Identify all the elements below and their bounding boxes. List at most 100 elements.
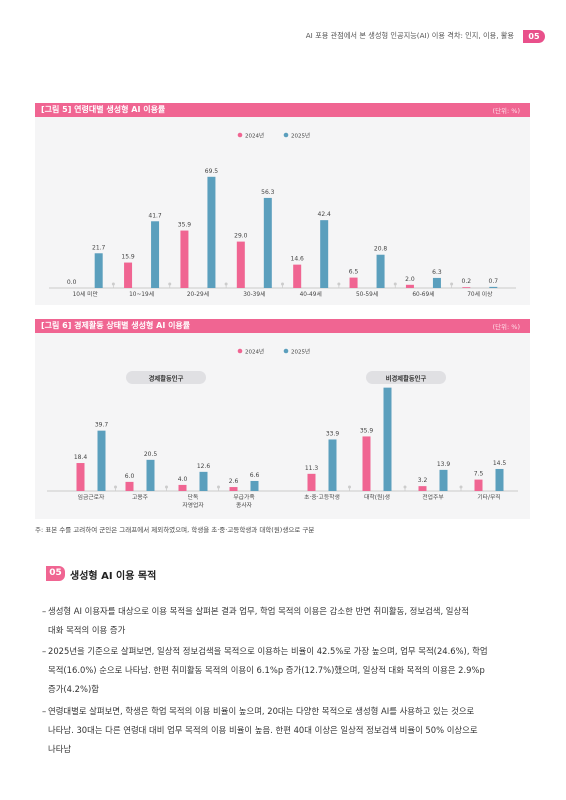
paragraph-3-line-1: 연령대별로 살펴보면, 학생은 학업 목적의 이용 비율이 높으며, 20대는 … <box>48 706 475 716</box>
data-label-2025-1: 41.7 <box>148 212 162 219</box>
bar-2025-5 <box>376 254 385 288</box>
data-label-2024-0: 0.0 <box>67 279 77 286</box>
separator-dot-3 <box>281 282 284 286</box>
tick-label-5: 50-59세 <box>356 290 378 298</box>
group-label-left: 경제활동인구 <box>149 373 184 382</box>
separator-dot-1 <box>168 282 172 286</box>
tick-label-2-0: 단독 <box>188 493 199 501</box>
bar-2025-2 <box>207 176 216 288</box>
group-label-right: 비경제활동인구 <box>386 373 427 382</box>
data-label-2024-3: 29.0 <box>234 233 248 240</box>
bar-2025-4 <box>320 220 329 288</box>
separator-dot-2 <box>224 282 228 286</box>
data-label-2025-5: 20.8 <box>374 246 388 253</box>
tick-label-1: 10~19세 <box>129 290 154 298</box>
bar-2025-3 <box>250 480 259 491</box>
legend-swatch-1 <box>283 348 289 354</box>
paragraph-2: – 2025년을 기준으로 살펴보면, 일상적 정보검색을 목적으로 이용하는 … <box>42 642 538 699</box>
data-label-2025-7: 0.7 <box>489 278 499 285</box>
bar-2024-1 <box>124 262 133 288</box>
paragraph-1: – 생성형 AI 이용자를 대상으로 이용 목적을 살펴본 결과 업무, 학업 … <box>42 602 538 640</box>
data-label-2024-2: 4.0 <box>178 476 188 483</box>
running-title: AI 포용 관점에서 본 생성형 인공지능(AI) 이용 격차: 인지, 이용,… <box>305 31 514 40</box>
bar-2025-6 <box>439 469 448 491</box>
tick-label-3-0: 무급가족 <box>233 493 255 501</box>
tick-label-4: 40-49세 <box>300 290 322 298</box>
bar-2025-7 <box>495 468 504 491</box>
bar-2024-5 <box>362 436 371 491</box>
separator-dot-4 <box>337 282 341 286</box>
figure6-title-bar: [그림 6] 경제활동 상태별 생성형 AI 이용률 (단위: %) <box>35 319 530 333</box>
data-label-2024-7: 7.5 <box>474 471 484 478</box>
tick-label-3: 30-39세 <box>243 290 265 298</box>
legend-label-0: 2024년 <box>245 131 264 139</box>
bar-2024-1 <box>125 481 134 491</box>
bar-2024-4 <box>293 264 302 288</box>
figure5-title: [그림 5] 연령대별 생성형 AI 이용률 <box>41 105 166 114</box>
bar-2025-1 <box>151 221 160 288</box>
data-label-2025-2: 12.6 <box>197 463 211 470</box>
bar-2025-7 <box>489 286 498 288</box>
figure5-unit: (단위: %) <box>492 107 520 115</box>
paragraph-1-line-1: 생성형 AI 이용자를 대상으로 이용 목적을 살펴본 결과 업무, 학업 목적… <box>48 606 469 616</box>
separator-dot-0 <box>111 282 115 286</box>
data-label-2025-0: 39.7 <box>95 422 109 429</box>
bar-2025-0 <box>94 253 103 288</box>
figure6-unit: (단위: %) <box>492 323 520 331</box>
tick-label-7: 70세 이상 <box>467 290 493 298</box>
bar-2024-2 <box>178 484 187 491</box>
separator-dot-0 <box>114 485 117 489</box>
tick-label-0: 10세 미만 <box>73 290 99 298</box>
separator-dot-4 <box>348 485 351 489</box>
data-label-2025-7: 14.5 <box>493 460 507 467</box>
bar-2025-2 <box>199 471 208 491</box>
tick-label-7: 기타/무직 <box>477 493 500 501</box>
paragraph-2-line-2: 목적(16.0%) 순으로 나타남. 한편 취미활동 목적의 이용이 6.1%p… <box>48 665 485 675</box>
tick-label-4: 초·중·고등학생 <box>304 493 340 501</box>
separator-dot-5 <box>393 282 397 286</box>
paragraph-3-line-3: 나타남 <box>48 744 72 754</box>
page-number: 05 <box>523 30 545 43</box>
data-label-2024-5: 35.9 <box>360 427 374 434</box>
separator-dot-5 <box>403 485 407 489</box>
data-label-2025-1: 20.5 <box>144 451 158 458</box>
bar-2025-3 <box>263 197 272 288</box>
paragraph-3: – 연령대별로 살펴보면, 학생은 학업 목적의 이용 비율이 높으며, 20대… <box>42 702 538 759</box>
tick-label-3-1: 종사자 <box>236 501 253 509</box>
data-label-2025-6: 13.9 <box>437 461 451 468</box>
section-number: 05 <box>46 566 65 581</box>
figure5-chart: 2024년 2025년 0.0 21.7 10세 미만 15.9 41.7 10~19세 35.… <box>49 131 516 298</box>
paragraph-2-line-1: 2025년을 기준으로 살펴보면, 일상적 정보검색을 목적으로 이용하는 비율… <box>48 646 488 656</box>
tick-label-5: 대학(원)생 <box>364 493 390 501</box>
bar-2024-4 <box>307 473 316 491</box>
figure5-title-bar: [그림 5] 연령대별 생성형 AI 이용률 (단위: %) <box>35 103 530 117</box>
bar-2024-3 <box>229 487 238 491</box>
data-label-2025-0: 21.7 <box>92 244 106 251</box>
separator-dot-2 <box>217 485 220 489</box>
running-header: AI 포용 관점에서 본 생성형 인공지능(AI) 이용 격차: 인지, 이용,… <box>0 27 566 47</box>
data-label-2024-7: 0.2 <box>462 278 472 285</box>
figure5-panel: 2024년 2025년 0.0 21.7 10세 미만 15.9 41.7 10~19세 35.… <box>35 117 530 305</box>
figure6-chart: 2024년 2025년 18.4 39.7 임금근로자 6.0 20.5 고용주 4.0 12.6… <box>47 347 518 509</box>
data-label-2024-1: 15.9 <box>121 254 135 261</box>
bar-2024-5 <box>349 277 358 288</box>
data-label-2025-2: 69.5 <box>205 168 219 175</box>
tick-label-2-1: 자영업자 <box>182 501 204 509</box>
separator-dot-6 <box>459 485 463 489</box>
paragraph-2-line-3: 증가(4.2%)함 <box>48 684 99 694</box>
tick-label-2: 20-29세 <box>187 290 209 298</box>
figure-note: 주: 표본 수를 고려하여 군인은 그래프에서 제외하였으며, 학생을 초·중·… <box>35 526 315 534</box>
data-label-2025-6: 6.3 <box>432 269 442 276</box>
bar-2024-6 <box>418 486 427 491</box>
separator-dot-6 <box>450 282 454 286</box>
tick-label-6: 60-69세 <box>412 290 434 298</box>
bar-2024-7 <box>474 479 483 491</box>
data-label-2025-3: 6.6 <box>250 472 260 479</box>
legend-swatch-1 <box>283 132 289 138</box>
data-label-2025-4: 42.4 <box>318 211 332 218</box>
data-label-2024-6: 3.2 <box>418 477 428 484</box>
figure6-title: [그림 6] 경제활동 상태별 생성형 AI 이용률 <box>41 321 191 330</box>
bar-2024-3 <box>236 241 245 288</box>
bar-2024-6 <box>405 284 414 288</box>
group-label-right-pill <box>366 371 446 384</box>
